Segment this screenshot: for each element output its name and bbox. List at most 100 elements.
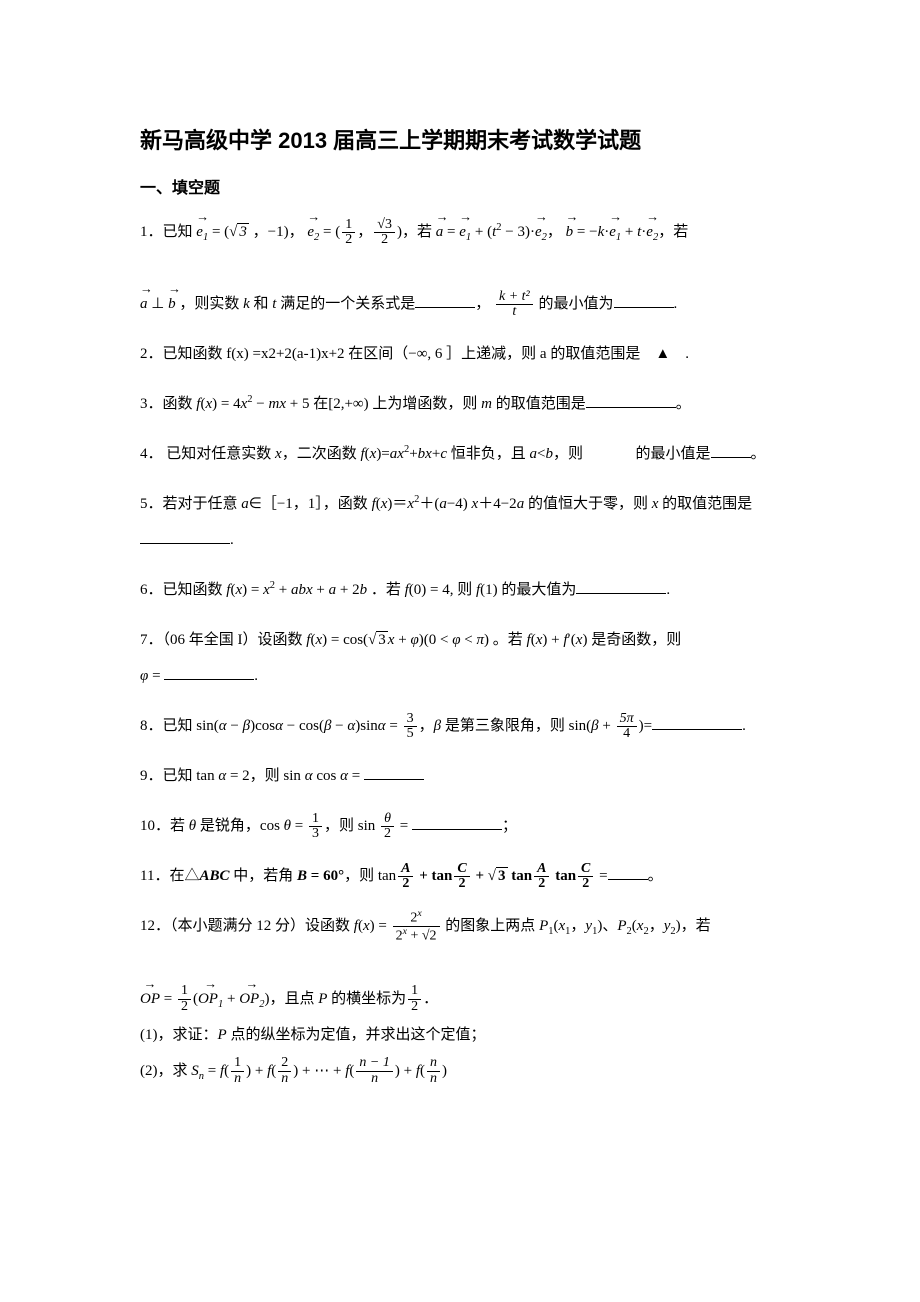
- problem-number: 1．: [140, 224, 163, 240]
- denominator: 2x + √2: [393, 927, 440, 944]
- denominator: 2: [578, 877, 593, 892]
- blank: [412, 814, 502, 830]
- var-c: c: [440, 446, 447, 462]
- var-B: B: [297, 868, 307, 884]
- var-P: P: [218, 1027, 227, 1043]
- sqrt-3: 3: [376, 631, 388, 648]
- text: )，若: [676, 918, 711, 934]
- numerator: 3: [404, 712, 417, 728]
- var-alpha: α: [340, 768, 348, 784]
- blank: [140, 528, 230, 544]
- vector-a: a: [140, 286, 148, 322]
- numerator: n: [427, 1056, 440, 1072]
- problem-8: 8．已知 sin(α − β)cosα − cos(β − α)sinα = 3…: [140, 708, 790, 744]
- text: .: [670, 346, 689, 362]
- problem-number: 9．: [140, 768, 163, 784]
- text: 求证：: [173, 1027, 218, 1043]
- text: +: [407, 929, 422, 944]
- text: ′(: [568, 632, 576, 648]
- text: ，−1)，: [249, 224, 304, 240]
- text: = 60°: [307, 868, 344, 884]
- problem-9: 9．已知 tan α = 2，则 sin α cos α =: [140, 758, 790, 794]
- text: )=: [639, 718, 652, 734]
- var-P: P: [617, 918, 626, 934]
- text: tan: [551, 868, 576, 884]
- numerator: 1: [342, 218, 355, 234]
- text: +: [223, 991, 239, 1007]
- fraction: A2: [398, 862, 413, 892]
- fraction: 12: [408, 984, 421, 1014]
- blank: [164, 664, 254, 680]
- var-k: k: [243, 296, 250, 312]
- var-x: x: [306, 582, 313, 598]
- var-theta: θ: [284, 818, 291, 834]
- var-f: f: [416, 1063, 420, 1079]
- fraction: nn: [427, 1056, 440, 1086]
- denominator: 2: [381, 827, 394, 842]
- sqrt-icon: [488, 868, 496, 884]
- text: ) = 4: [212, 396, 240, 412]
- text: ，: [475, 296, 490, 312]
- text: 的横坐标为: [327, 991, 406, 1007]
- text: )(0 <: [419, 632, 452, 648]
- text: 的图象上两点: [442, 918, 540, 934]
- text: 的取值范围是: [492, 396, 586, 412]
- text: (0) = 4, 则: [409, 582, 476, 598]
- numerator: A: [398, 862, 413, 878]
- text: 已知对任意实数: [163, 446, 276, 462]
- text: ，则 sin: [324, 818, 379, 834]
- var-x: x: [397, 446, 404, 462]
- text: 点的纵坐标为定值，并求出这个定值；: [227, 1027, 486, 1043]
- numerator: C: [578, 862, 593, 878]
- text: 若对于任意: [163, 496, 242, 512]
- var-m: m: [481, 396, 492, 412]
- denominator: 3: [309, 827, 322, 842]
- problem-number: 12．: [140, 918, 170, 934]
- problem-number: 5．: [140, 496, 163, 512]
- text: +: [275, 582, 291, 598]
- text: = −: [573, 224, 597, 240]
- fraction: 2n: [278, 1056, 291, 1086]
- vector-e2: e2: [307, 214, 319, 250]
- text: )=: [376, 446, 389, 462]
- text: .: [254, 668, 258, 684]
- numerator: 1: [178, 984, 191, 1000]
- blank: [711, 442, 751, 458]
- var-alpha: α: [378, 718, 386, 734]
- text: 是锐角，cos: [196, 818, 284, 834]
- blank: [608, 864, 648, 880]
- text: （06 年全国 I）设函数: [163, 632, 307, 648]
- vector-e1: e1: [196, 214, 208, 250]
- text: ．: [423, 991, 438, 1007]
- text: .: [742, 718, 746, 734]
- denominator: t: [496, 305, 533, 320]
- var-beta: β: [243, 718, 250, 734]
- text: = (: [208, 224, 229, 240]
- var-a: a: [439, 496, 447, 512]
- text: 。: [648, 868, 663, 884]
- exam-page: 新马高级中学 2013 届高三上学期期末考试数学试题 一、填空题 1．已知 e1…: [0, 0, 920, 1302]
- text: ＋(: [419, 496, 439, 512]
- text: =: [291, 818, 307, 834]
- text: =: [160, 991, 176, 1007]
- text: ∈［−1，1］，函数: [249, 496, 372, 512]
- fraction: 12: [178, 984, 191, 1014]
- denominator: n: [356, 1072, 392, 1087]
- var-x: x: [263, 582, 270, 598]
- denominator: 2: [534, 877, 549, 892]
- text: ，: [419, 718, 434, 734]
- fraction: k + t²t: [496, 290, 533, 320]
- value: 3: [385, 217, 392, 232]
- fraction: 12: [342, 218, 355, 248]
- text: −4): [447, 496, 472, 512]
- text: ，则实数: [176, 296, 244, 312]
- text: + tan: [415, 868, 452, 884]
- text: 在△: [169, 868, 199, 884]
- fraction: A2: [534, 862, 549, 892]
- vector-OP1: OP1: [198, 981, 223, 1017]
- text: + 2: [336, 582, 359, 598]
- text: 是奇函数，则: [587, 632, 681, 648]
- value: 2: [396, 929, 403, 944]
- text: ．若: [367, 582, 405, 598]
- var-x: x: [425, 446, 432, 462]
